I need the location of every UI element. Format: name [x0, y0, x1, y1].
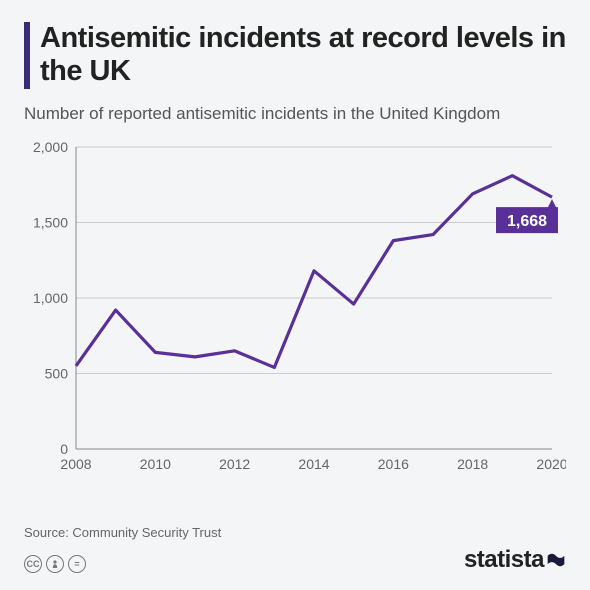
statista-logo: statista: [464, 546, 566, 574]
y-tick-label: 2,000: [33, 139, 68, 155]
source-text: Source: Community Security Trust: [24, 525, 566, 540]
x-tick-label: 2010: [140, 456, 171, 472]
x-tick-label: 2012: [219, 456, 250, 472]
callout-value: 1,668: [507, 213, 547, 230]
x-tick-label: 2008: [60, 456, 91, 472]
y-tick-label: 1,500: [33, 214, 68, 230]
x-tick-label: 2018: [457, 456, 488, 472]
cc-badge-by: [46, 555, 64, 573]
y-tick-label: 0: [60, 441, 68, 457]
cc-badge-cc: CC: [24, 555, 42, 573]
x-tick-label: 2020: [536, 456, 566, 472]
chart-subtitle: Number of reported antisemitic incidents…: [24, 103, 566, 125]
logo-text: statista: [464, 546, 544, 574]
license-badges: CC =: [24, 555, 86, 573]
x-tick-label: 2014: [298, 456, 329, 472]
chart-svg: 0 500 1,000 1,500 2,000 2008 2010 2012 2014 2016 2…: [24, 137, 566, 477]
y-tick-label: 500: [45, 365, 69, 381]
data-line: [76, 175, 552, 367]
logo-wave-icon: [546, 550, 566, 570]
cc-badge-nd: =: [68, 555, 86, 573]
accent-bar: [24, 22, 30, 89]
x-tick-label: 2016: [378, 456, 409, 472]
y-tick-label: 1,000: [33, 290, 68, 306]
line-chart: 0 500 1,000 1,500 2,000 2008 2010 2012 2014 2016 2…: [24, 137, 566, 525]
chart-title: Antisemitic incidents at record levels i…: [40, 22, 566, 89]
